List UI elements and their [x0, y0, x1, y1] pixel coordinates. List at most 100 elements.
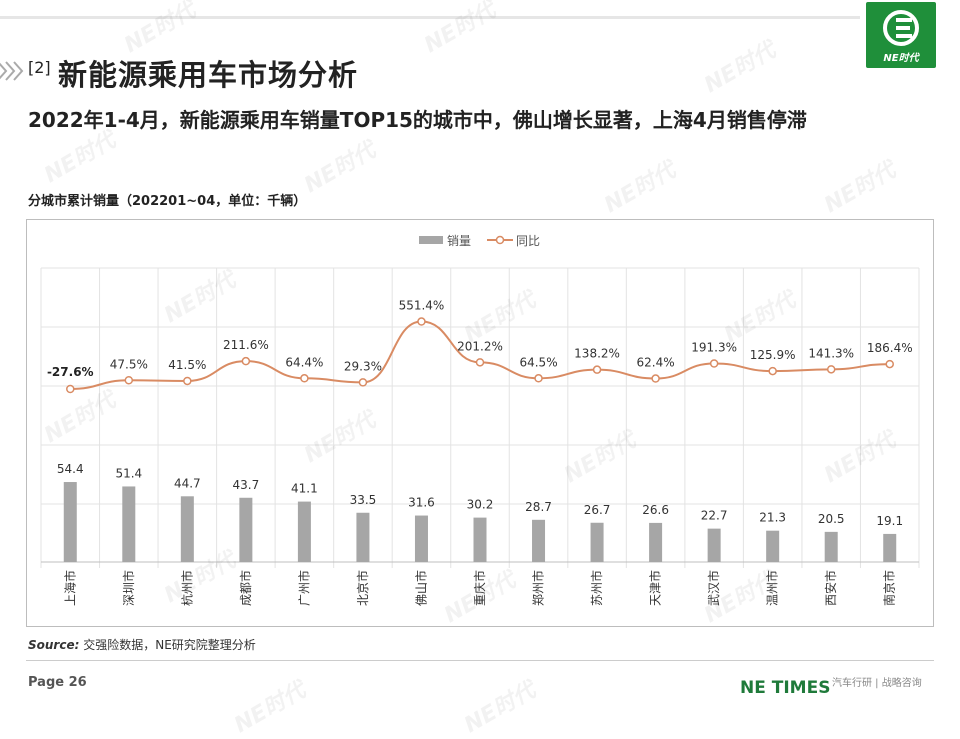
bar-label-3: 44.7: [174, 476, 201, 490]
yoy-label-1: -27.6%: [47, 365, 94, 379]
bar-label-6: 33.5: [350, 493, 377, 507]
x-tick-label-11: 天津市: [648, 570, 663, 606]
chart-caption: 分城市累计销量（202201~04，单位：千辆）: [28, 194, 307, 209]
yoy-point-15: [885, 359, 894, 369]
yoy-point-13: [768, 366, 777, 376]
bar-4: [239, 497, 253, 562]
yoy-point-14: [826, 365, 836, 374]
bar-2: [122, 486, 136, 562]
yoy-point-9: [534, 374, 543, 383]
yoy-point-7: [417, 317, 426, 326]
yoy-label-14: 141.3%: [808, 346, 854, 360]
yoy-point-10: [592, 365, 602, 374]
yoy-label-15: 186.4%: [867, 341, 913, 355]
bar-8: [473, 517, 487, 562]
x-tick-label-7: 佛山市: [413, 570, 428, 606]
yoy-label-5: 64.4%: [285, 355, 323, 369]
section-tag: [2]: [28, 58, 51, 77]
logo-text: NE时代: [883, 53, 919, 64]
bar-5: [297, 501, 311, 562]
yoy-label-8: 201.2%: [457, 339, 503, 353]
watermark: NE时代: [600, 157, 680, 219]
bar-label-4: 43.7: [233, 478, 260, 492]
watermark: NE时代: [460, 677, 540, 739]
yoy-point-5: [300, 374, 309, 383]
x-tick-label-6: 北京市: [355, 570, 370, 606]
yoy-label-9: 64.5%: [519, 355, 557, 369]
bar-12: [707, 528, 721, 562]
bar-label-2: 51.4: [115, 466, 142, 480]
bar-label-10: 26.7: [584, 503, 611, 517]
ne-logo: NE时代: [866, 2, 936, 68]
yoy-label-11: 62.4%: [637, 356, 675, 370]
legend-bar-label: 销量: [447, 234, 471, 248]
yoy-label-12: 191.3%: [691, 340, 737, 354]
watermark: NE时代: [700, 37, 780, 99]
x-tick-label-4: 成都市: [238, 570, 253, 606]
bar-15: [883, 533, 897, 562]
bottom-rule: [26, 660, 934, 661]
legend-bar-swatch: [419, 236, 443, 244]
page-title: 新能源乘用车市场分析: [58, 58, 359, 92]
top-rule: [0, 16, 860, 19]
yoy-point-1: [66, 384, 75, 394]
source-note: Source: 交强险数据，NE研究院整理分析: [28, 636, 256, 653]
legend-line-label: 同比: [516, 234, 540, 248]
chart-frame: [26, 219, 934, 627]
watermark: NE时代: [120, 0, 200, 59]
ne-logo-icon: [883, 10, 919, 46]
yoy-point-11: [651, 374, 660, 383]
watermark: NE时代: [230, 677, 310, 739]
brand-name: NE TIMES: [740, 678, 831, 698]
yoy-point-8: [475, 358, 485, 367]
bar-11: [649, 522, 663, 562]
x-tick-label-13: 温州市: [765, 570, 780, 606]
bar-label-13: 21.3: [759, 511, 786, 525]
watermark: NE时代: [820, 157, 900, 219]
x-tick-label-15: 南京市: [882, 570, 897, 606]
bar-13: [766, 530, 780, 562]
yoy-label-6: 29.3%: [344, 359, 382, 373]
x-tick-label-3: 杭州市: [179, 570, 194, 606]
chevron-right-icon: [0, 61, 24, 81]
x-tick-label-2: 深圳市: [121, 570, 136, 606]
x-tick-label-9: 郑州市: [531, 570, 546, 606]
bar-label-15: 19.1: [876, 514, 903, 528]
brand-tagline: 汽车行研 | 战略咨询: [832, 678, 922, 689]
yoy-label-13: 125.9%: [750, 348, 796, 362]
yoy-point-12: [709, 359, 719, 368]
bar-10: [590, 522, 604, 562]
bar-3: [180, 496, 194, 562]
bar-label-9: 28.7: [525, 500, 552, 514]
bar-label-7: 31.6: [408, 496, 435, 510]
source-label: Source:: [28, 638, 80, 652]
x-tick-label-14: 西安市: [823, 570, 838, 606]
x-tick-label-12: 武汉市: [706, 570, 721, 606]
x-tick-label-10: 苏州市: [589, 570, 604, 606]
bar-label-14: 20.5: [818, 512, 845, 526]
bar-label-12: 22.7: [701, 509, 728, 523]
yoy-label-4: 211.6%: [223, 338, 269, 352]
yoy-label-7: 551.4%: [399, 299, 445, 313]
bar-label-11: 26.6: [642, 503, 669, 517]
legend-line-marker: [495, 235, 505, 245]
source-text: 交强险数据，NE研究院整理分析: [83, 638, 256, 652]
yoy-label-2: 47.5%: [110, 357, 148, 371]
x-tick-label-8: 重庆市: [472, 570, 487, 606]
x-tick-label-1: 上海市: [62, 570, 77, 606]
bar-7: [414, 515, 428, 562]
x-tick-label-5: 广州市: [296, 570, 311, 606]
page-number: Page 26: [28, 675, 87, 690]
bar-9: [532, 519, 546, 562]
bar-1: [63, 482, 77, 562]
yoy-point-6: [358, 378, 368, 387]
watermark: NE时代: [420, 0, 500, 59]
yoy-point-3: [183, 376, 192, 386]
bar-label-8: 30.2: [467, 498, 494, 512]
bar-6: [356, 512, 370, 562]
yoy-label-10: 138.2%: [574, 347, 620, 361]
yoy-point-4: [241, 356, 251, 366]
bar-14: [824, 531, 838, 562]
yoy-point-2: [124, 376, 134, 385]
page-subtitle: 2022年1-4月，新能源乘用车销量TOP15的城市中，佛山增长显著，上海4月销…: [28, 108, 807, 132]
